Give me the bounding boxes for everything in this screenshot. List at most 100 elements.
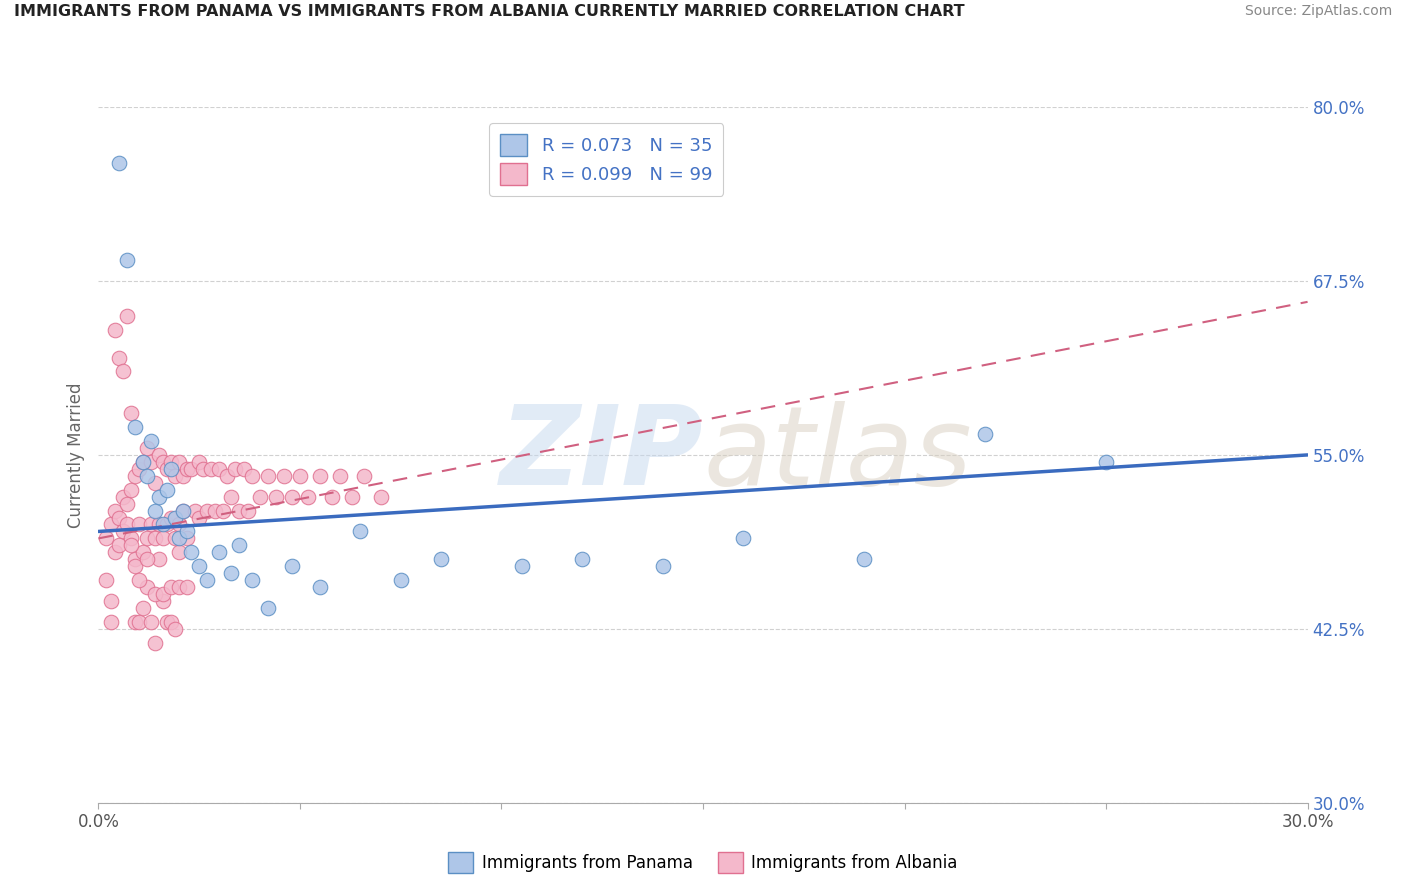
Point xyxy=(139,517,162,532)
Point xyxy=(107,538,129,552)
Point xyxy=(160,455,183,469)
Point xyxy=(163,510,186,524)
Point xyxy=(329,468,352,483)
Point xyxy=(370,490,392,504)
Point xyxy=(135,580,157,594)
Point xyxy=(167,455,190,469)
Point xyxy=(100,517,122,532)
Point xyxy=(135,532,157,546)
Point xyxy=(120,538,142,552)
Point xyxy=(143,587,166,601)
Point xyxy=(120,532,142,546)
Text: Source: ZipAtlas.com: Source: ZipAtlas.com xyxy=(1244,4,1392,19)
Point xyxy=(430,552,453,566)
Point xyxy=(297,490,319,504)
Point xyxy=(208,462,231,476)
Point xyxy=(281,490,304,504)
Point xyxy=(148,517,170,532)
Point xyxy=(128,462,150,476)
Point xyxy=(172,468,194,483)
Point xyxy=(163,532,186,546)
Point xyxy=(107,155,129,169)
Point xyxy=(103,503,125,517)
Point xyxy=(160,510,183,524)
Point xyxy=(188,559,211,574)
Point xyxy=(124,615,146,629)
Point xyxy=(124,559,146,574)
Point xyxy=(160,615,183,629)
Legend: Immigrants from Panama, Immigrants from Albania: Immigrants from Panama, Immigrants from … xyxy=(441,846,965,880)
Point xyxy=(120,406,142,420)
Point xyxy=(389,573,412,587)
Point xyxy=(103,545,125,559)
Point xyxy=(128,517,150,532)
Point xyxy=(651,559,673,574)
Point xyxy=(107,351,129,365)
Point xyxy=(124,552,146,566)
Point xyxy=(172,503,194,517)
Point xyxy=(103,323,125,337)
Point xyxy=(132,455,155,469)
Text: ZIP: ZIP xyxy=(499,401,703,508)
Point xyxy=(135,552,157,566)
Point xyxy=(309,580,332,594)
Point xyxy=(167,532,190,546)
Point xyxy=(156,615,179,629)
Point xyxy=(148,490,170,504)
Point xyxy=(111,490,134,504)
Point xyxy=(180,545,202,559)
Text: atlas: atlas xyxy=(703,401,972,508)
Point xyxy=(143,503,166,517)
Point xyxy=(124,420,146,434)
Point xyxy=(135,441,157,455)
Point xyxy=(188,455,211,469)
Point xyxy=(156,462,179,476)
Point xyxy=(152,455,174,469)
Point xyxy=(115,517,138,532)
Point xyxy=(510,559,533,574)
Point xyxy=(974,427,997,442)
Point xyxy=(200,462,222,476)
Text: IMMIGRANTS FROM PANAMA VS IMMIGRANTS FROM ALBANIA CURRENTLY MARRIED CORRELATION : IMMIGRANTS FROM PANAMA VS IMMIGRANTS FRO… xyxy=(14,4,965,20)
Point xyxy=(139,615,162,629)
Point xyxy=(264,490,287,504)
Point xyxy=(249,490,271,504)
Point xyxy=(139,455,162,469)
Point xyxy=(176,462,198,476)
Point xyxy=(160,580,183,594)
Point xyxy=(232,462,254,476)
Point xyxy=(160,462,183,476)
Point xyxy=(212,503,235,517)
Point xyxy=(188,510,211,524)
Legend: R = 0.073   N = 35, R = 0.099   N = 99: R = 0.073 N = 35, R = 0.099 N = 99 xyxy=(489,123,723,196)
Point xyxy=(132,545,155,559)
Point xyxy=(176,532,198,546)
Point xyxy=(115,253,138,268)
Point xyxy=(139,434,162,448)
Point xyxy=(107,510,129,524)
Point xyxy=(120,483,142,497)
Point xyxy=(96,532,118,546)
Point xyxy=(288,468,311,483)
Point xyxy=(128,615,150,629)
Point xyxy=(195,573,218,587)
Point xyxy=(152,587,174,601)
Point xyxy=(143,532,166,546)
Point xyxy=(195,503,218,517)
Point xyxy=(180,462,202,476)
Point xyxy=(143,475,166,490)
Point xyxy=(132,455,155,469)
Point xyxy=(256,601,278,615)
Point xyxy=(128,573,150,587)
Point xyxy=(571,552,593,566)
Point xyxy=(193,462,215,476)
Point xyxy=(167,580,190,594)
Point xyxy=(167,545,190,559)
Point xyxy=(224,462,246,476)
Point xyxy=(353,468,375,483)
Point xyxy=(240,468,263,483)
Point xyxy=(853,552,876,566)
Point xyxy=(273,468,295,483)
Point xyxy=(228,503,250,517)
Point xyxy=(152,517,174,532)
